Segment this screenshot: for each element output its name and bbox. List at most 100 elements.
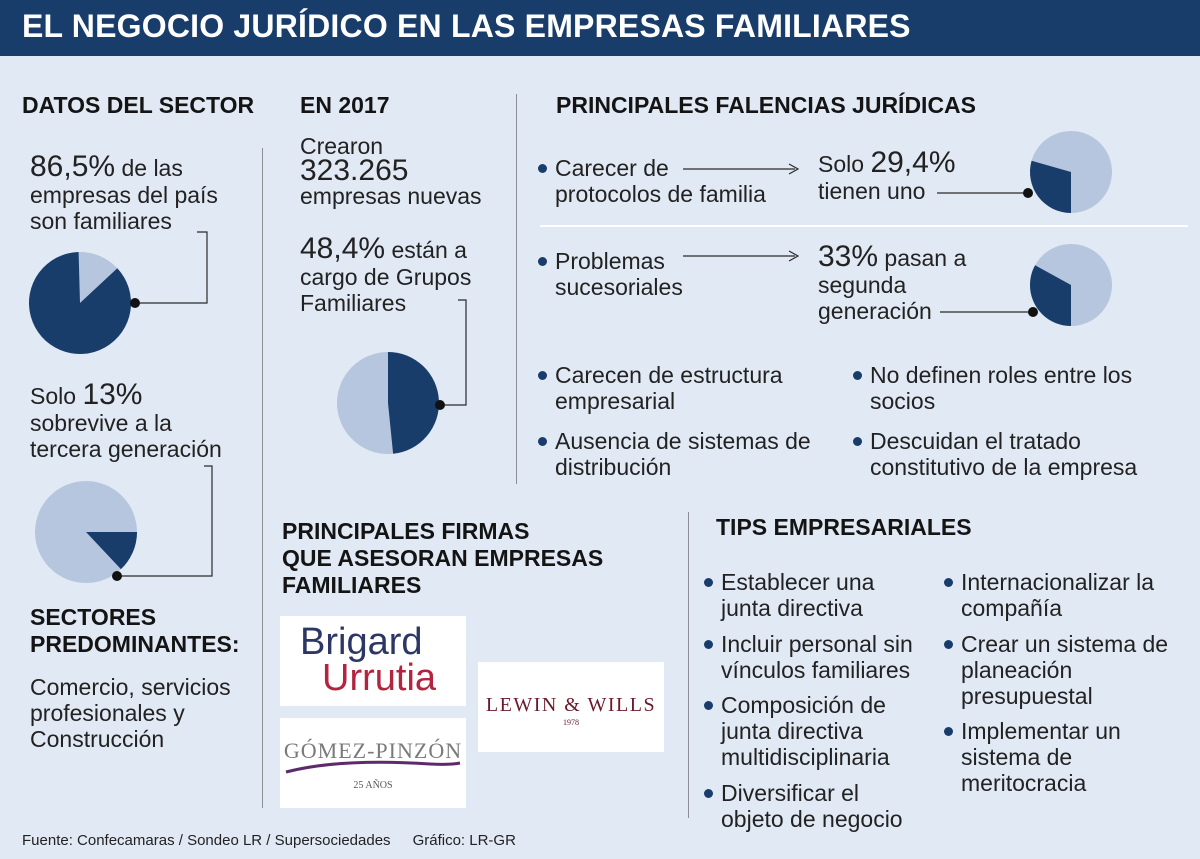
divider-bottom bbox=[688, 512, 689, 818]
firmas-heading: PRINCIPALES FIRMAS QUE ASESORAN EMPRESAS… bbox=[282, 518, 603, 599]
falencia-item-line2: empresarial bbox=[555, 388, 676, 414]
stat-familiares-line3: son familiares bbox=[30, 208, 172, 234]
pie-familiares-slice bbox=[28, 252, 131, 355]
connector-dot-tercera bbox=[112, 571, 122, 581]
falencia-sucesoriales: Problemas sucesoriales bbox=[538, 248, 683, 300]
falencia-item-line1: No definen roles entre los bbox=[870, 362, 1133, 388]
tip-item: Composición de junta directiva multidiscip… bbox=[704, 692, 890, 770]
footer-graphic: Gráfico: LR-GR bbox=[412, 832, 516, 849]
swoosh-icon bbox=[285, 760, 461, 774]
stat-tercera-line2: sobrevive a la bbox=[30, 410, 172, 436]
connector-familiares bbox=[135, 231, 208, 304]
tip-line3: presupuestal bbox=[961, 683, 1093, 709]
tip-line1: Composición de bbox=[721, 692, 886, 718]
falencia-item-line1: Descuidan el tratado bbox=[870, 428, 1081, 454]
crearon-nuevas: empresas nuevas bbox=[300, 183, 482, 209]
crearon-block: Crearon 323.265 empresas nuevas bbox=[300, 134, 482, 208]
firmas-heading-line2: QUE ASESORAN EMPRESAS bbox=[282, 545, 604, 571]
tip-line2: sistema de bbox=[961, 744, 1073, 770]
tip-item: Crear un sistema de planeación presupuesta… bbox=[944, 631, 1168, 709]
sectores-line3: Construcción bbox=[30, 726, 165, 752]
pie-tercera-generacion bbox=[35, 481, 137, 583]
tip-line1: Implementar un bbox=[961, 718, 1121, 744]
pie-protocolos bbox=[1030, 131, 1112, 213]
bullet-icon bbox=[944, 578, 953, 587]
falencia-item: Ausencia de sistemas de distribución bbox=[538, 428, 811, 480]
pie-familiares bbox=[28, 252, 131, 355]
crearon-label: Crearon bbox=[300, 133, 384, 159]
firmas-heading-line3: FAMILIARES bbox=[282, 572, 422, 598]
pie-protocolos-slice bbox=[1030, 160, 1071, 213]
falencia-sucesoriales-line2: sucesoriales bbox=[555, 274, 683, 300]
grupos-line3: Familiares bbox=[300, 290, 407, 316]
pie-segunda-generacion bbox=[1029, 244, 1112, 326]
pie-tercera-slice bbox=[86, 532, 137, 570]
tip-line1: Incluir personal sin bbox=[721, 631, 913, 657]
logo-lewin-wills: LEWIN & WILLS 1978 bbox=[478, 662, 664, 752]
stat-protocolos: Solo 29,4% tienen uno bbox=[818, 146, 956, 205]
sectores-heading-line2: PREDOMINANTES: bbox=[30, 631, 240, 657]
falencia-item-line2: constitutivo de la empresa bbox=[870, 454, 1138, 480]
stat-tercera-prefix: Solo bbox=[30, 383, 83, 409]
tip-line3: multidisciplinaria bbox=[721, 744, 890, 770]
tip-line2: compañía bbox=[961, 595, 1063, 621]
logo-brigard-text: Brigard bbox=[300, 621, 423, 663]
datos-sector-heading: DATOS DEL SECTOR bbox=[22, 92, 255, 118]
pie-grupos-slice bbox=[388, 352, 439, 454]
arrow-head-sucesoriales bbox=[788, 250, 800, 262]
stat-segunda: 33% pasan a segunda generación bbox=[818, 240, 966, 325]
stat-segunda-value: 33% bbox=[818, 240, 879, 273]
tip-line2: objeto de negocio bbox=[721, 806, 903, 832]
falencia-protocolos-line2: protocolos de familia bbox=[555, 181, 766, 207]
connector-tercera bbox=[117, 465, 213, 577]
footer: Fuente: Confecamaras / Sondeo LR / Super… bbox=[22, 832, 516, 849]
tip-line2: junta directiva bbox=[721, 718, 863, 744]
en-2017-heading: EN 2017 bbox=[300, 92, 390, 118]
falencias-separator bbox=[540, 225, 1188, 227]
connector-dot-familiares bbox=[130, 298, 140, 308]
sectores-heading-line1: SECTORES bbox=[30, 604, 157, 630]
stat-tercera-value: 13% bbox=[82, 378, 143, 411]
bullet-icon bbox=[853, 437, 862, 446]
stat-protocolos-prefix: Solo bbox=[818, 151, 871, 177]
divider-left bbox=[262, 148, 263, 808]
stat-familiares-value: 86,5% bbox=[30, 150, 116, 183]
connector-dot-protocolos bbox=[1023, 188, 1033, 198]
grupos-pct: 48,4% bbox=[300, 232, 386, 265]
pie-grupos-familiares bbox=[337, 352, 439, 454]
tip-item: Incluir personal sin vínculos familiares bbox=[704, 631, 913, 683]
bullet-icon bbox=[538, 437, 547, 446]
falencia-item-line1: Ausencia de sistemas de bbox=[555, 428, 811, 454]
tip-item: Diversificar el objeto de negocio bbox=[704, 780, 903, 832]
tips-heading: TIPS EMPRESARIALES bbox=[716, 514, 972, 540]
bullet-icon bbox=[944, 640, 953, 649]
stat-protocolos-value: 29,4% bbox=[870, 146, 956, 179]
bullet-icon bbox=[538, 164, 547, 173]
falencia-item: Descuidan el tratado constitutivo de la e… bbox=[853, 428, 1137, 480]
falencia-item-line2: distribución bbox=[555, 454, 672, 480]
grupos-block: 48,4% están a cargo de Grupos Familiares bbox=[300, 232, 472, 317]
arrow-head-protocolos bbox=[788, 163, 800, 175]
logo-gomez-pinzon: GÓMEZ-PINZÓN 25 AÑOS bbox=[280, 718, 466, 808]
bullet-icon bbox=[944, 727, 953, 736]
tip-line1: Crear un sistema de bbox=[961, 631, 1169, 657]
logo-brigard-urrutia: Brigard Urrutia bbox=[280, 616, 466, 706]
bullet-icon bbox=[704, 789, 713, 798]
connector-dot-segunda bbox=[1028, 307, 1038, 317]
stat-familiares-line2: empresas del país bbox=[30, 182, 218, 208]
tip-line2: planeación bbox=[961, 657, 1073, 683]
bullet-icon bbox=[538, 257, 547, 266]
stat-segunda-line2: segunda bbox=[818, 272, 907, 298]
footer-source: Fuente: Confecamaras / Sondeo LR / Super… bbox=[22, 832, 391, 849]
logo-gomez-pinzon-sub: 25 AÑOS bbox=[353, 780, 393, 791]
falencia-item-line2: socios bbox=[870, 388, 936, 414]
stat-tercera: Solo 13% sobrevive a la tercera generaci… bbox=[30, 378, 260, 463]
grupos-line2: cargo de Grupos bbox=[300, 264, 472, 290]
bullet-icon bbox=[704, 701, 713, 710]
bullet-icon bbox=[704, 640, 713, 649]
stat-protocolos-line2: tienen uno bbox=[818, 178, 926, 204]
header-bar bbox=[0, 0, 1200, 56]
stat-tercera-line3: tercera generación bbox=[30, 436, 222, 462]
page-title: EL NEGOCIO JURÍDICO EN LAS EMPRESAS FAMI… bbox=[22, 8, 911, 44]
stat-familiares: 86,5% de las empresas del país son famil… bbox=[30, 150, 260, 235]
